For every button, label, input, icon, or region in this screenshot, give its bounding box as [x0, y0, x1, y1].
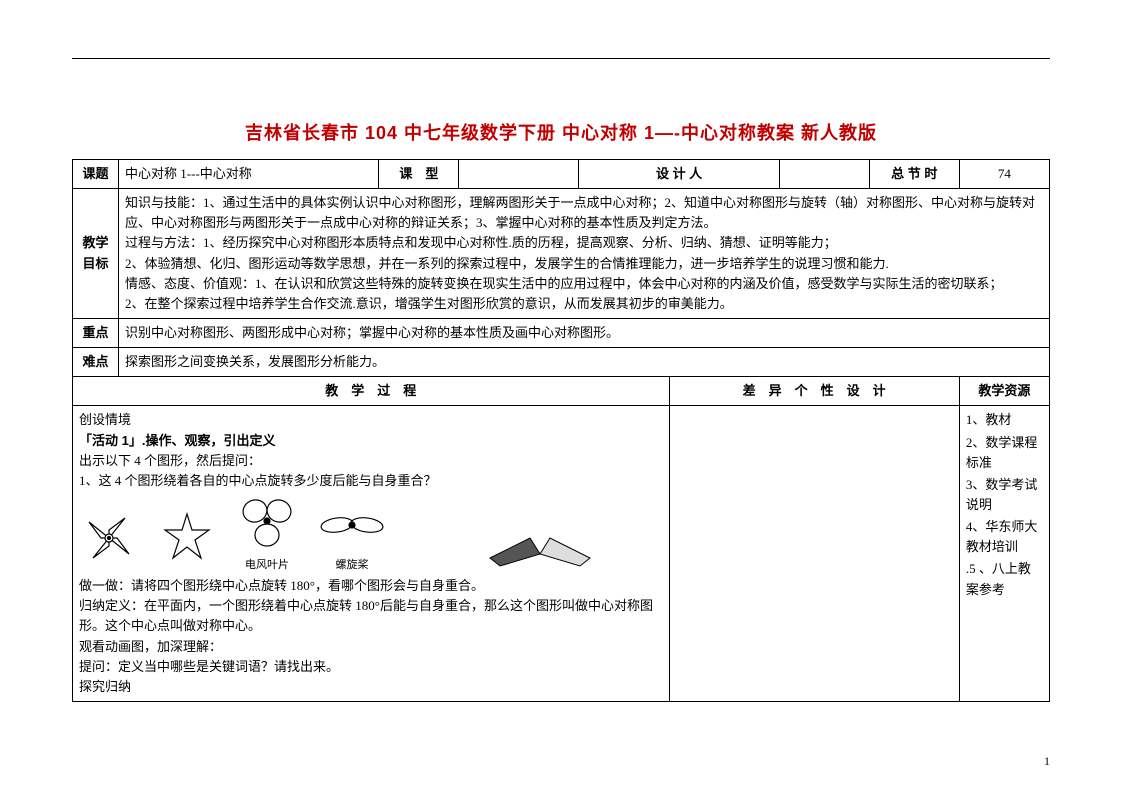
process-after-5: 探究归纳 — [79, 677, 663, 697]
page: 吉林省长春市 104 中七年级数学下册 中心对称 1—-中心对称教案 新人教版 … — [0, 0, 1122, 793]
diff-cell — [669, 406, 959, 702]
content-row: 创设情境 「活动 1」.操作、观察，引出定义 出示以下 4 个图形，然后提问： … — [73, 406, 1050, 702]
section-header-row: 教 学 过 程 差 异 个 性 设 计 教学资源 — [73, 377, 1050, 406]
document-title: 吉林省长春市 104 中七年级数学下册 中心对称 1—-中心对称教案 新人教版 — [72, 119, 1050, 145]
process-after-1: 做一做：请将四个图形绕中心点旋转 180°，看哪个图形会与自身重合。 — [79, 576, 663, 596]
resource-1: 1、教材 — [966, 410, 1043, 430]
resources-cell: 1、教材 2、数学课程标准 3、数学考试说明 4、华东师大教材培训 .5 、八上… — [959, 406, 1049, 702]
process-line-2: 「活动 1」.操作、观察，引出定义 — [79, 431, 663, 451]
figure-star — [157, 508, 217, 574]
figure-pinwheel — [79, 508, 139, 574]
focus-row: 重点 识别中心对称图形、两图形成中心对称；掌握中心对称的基本性质及画中心对称图形… — [73, 318, 1050, 347]
goals-content: 知识与技能：1、通过生活中的具体实例认识中心对称图形，理解两图形关于一点成中心对… — [119, 189, 1050, 319]
process-after-4: 提问：定义当中哪些是关键词语？请找出来。 — [79, 657, 663, 677]
focus-label: 重点 — [73, 318, 119, 347]
designer-value — [779, 160, 869, 189]
focus-content: 识别中心对称图形、两图形成中心对称；掌握中心对称的基本性质及画中心对称图形。 — [119, 318, 1050, 347]
process-header: 教 学 过 程 — [73, 377, 670, 406]
diff-header: 差 异 个 性 设 计 — [669, 377, 959, 406]
goals-label: 教学 目标 — [73, 189, 119, 319]
topic-value: 中心对称 1---中心对称 — [119, 160, 379, 189]
figure-fan-caption: 电风叶片 — [235, 557, 299, 574]
type-value — [459, 160, 579, 189]
difficulty-row: 难点 探索图形之间变换关系，发展图形分析能力。 — [73, 348, 1050, 377]
resource-4: 4、华东师大教材培训 — [966, 517, 1043, 557]
process-line-4: 1、这 4 个图形绕着各自的中心点旋转多少度后能与自身重合？ — [79, 471, 663, 491]
periods-label: 总 节 时 — [869, 160, 959, 189]
process-line-1: 创设情境 — [79, 410, 663, 430]
lesson-plan-table: 课题 中心对称 1---中心对称 课 型 设 计 人 总 节 时 74 教学 目… — [72, 159, 1050, 702]
figure-propeller: 螺旋桨 — [317, 507, 387, 574]
top-rule — [72, 58, 1050, 59]
topic-label: 课题 — [73, 160, 119, 189]
figure-row: 电风叶片 螺旋桨 — [79, 491, 663, 576]
difficulty-content: 探索图形之间变换关系，发展图形分析能力。 — [119, 348, 1050, 377]
resource-3: 3、数学考试说明 — [966, 475, 1043, 515]
resources-header: 教学资源 — [959, 377, 1049, 406]
periods-value: 74 — [959, 160, 1049, 189]
process-after-3: 观看动画图，加深理解： — [79, 637, 663, 657]
figure-zigzag — [485, 528, 605, 574]
resource-5: .5 、八上教案参考 — [966, 559, 1043, 599]
figure-fan: 电风叶片 — [235, 495, 299, 574]
page-number: 1 — [1044, 754, 1050, 769]
type-label: 课 型 — [379, 160, 459, 189]
goals-row: 教学 目标 知识与技能：1、通过生活中的具体实例认识中心对称图形，理解两图形关于… — [73, 189, 1050, 319]
difficulty-label: 难点 — [73, 348, 119, 377]
process-line-3: 出示以下 4 个图形，然后提问： — [79, 451, 663, 471]
figure-propeller-caption: 螺旋桨 — [317, 557, 387, 574]
header-row: 课题 中心对称 1---中心对称 课 型 设 计 人 总 节 时 74 — [73, 160, 1050, 189]
process-cell: 创设情境 「活动 1」.操作、观察，引出定义 出示以下 4 个图形，然后提问： … — [73, 406, 670, 702]
designer-label: 设 计 人 — [579, 160, 779, 189]
process-after-2: 归纳定义：在平面内，一个图形绕着中心点旋转 180°后能与自身重合，那么这个图形… — [79, 596, 663, 636]
resource-2: 2、数学课程标准 — [966, 433, 1043, 473]
